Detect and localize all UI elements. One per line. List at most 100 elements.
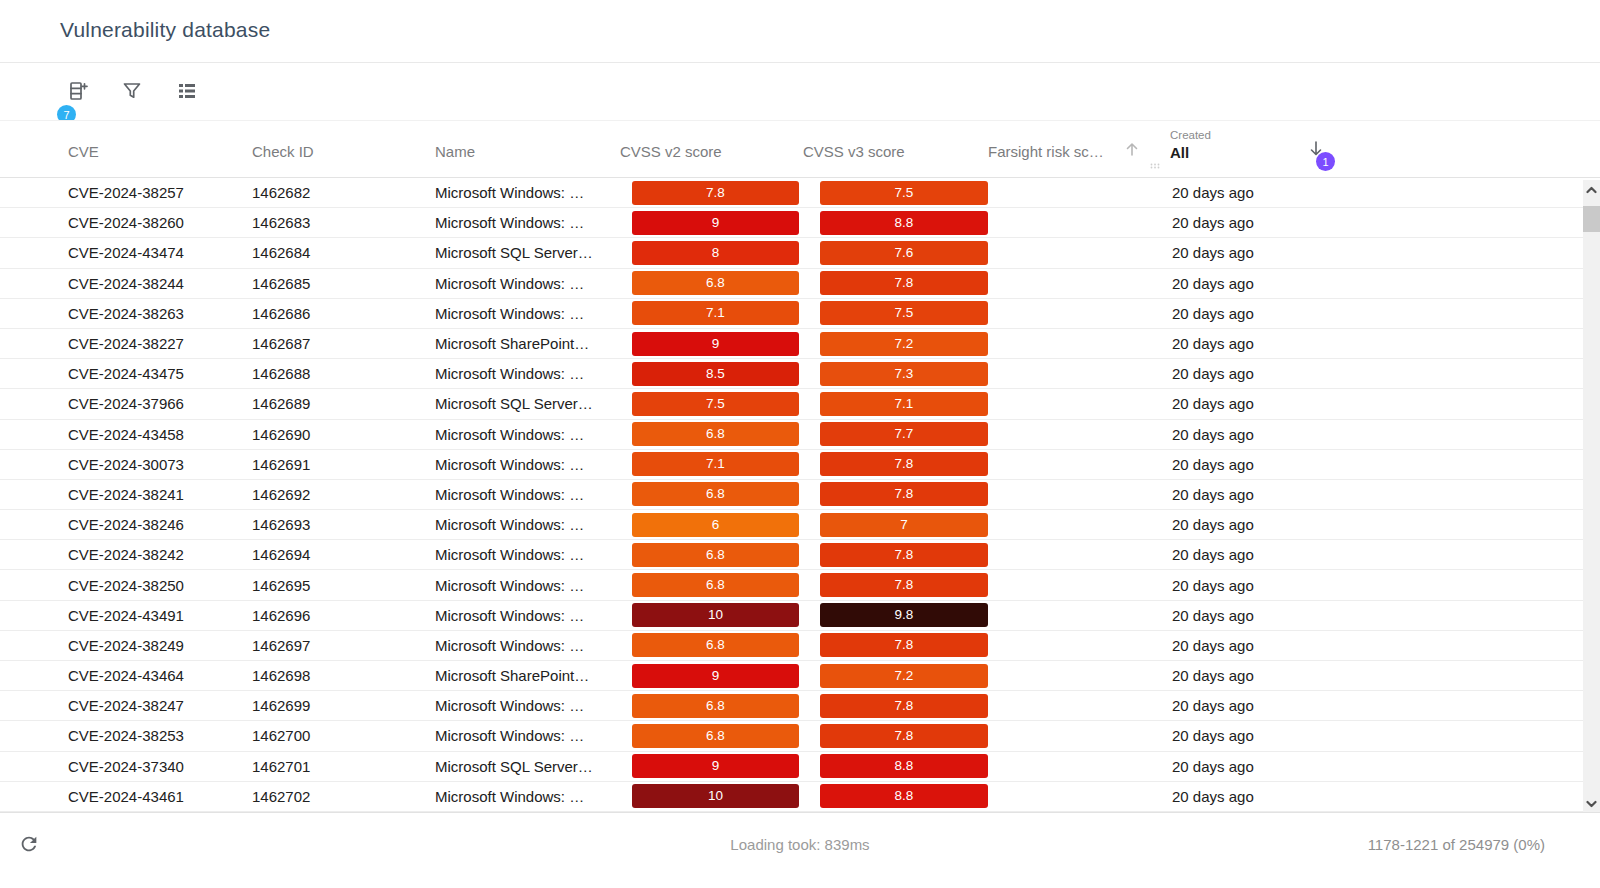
scrollbar-thumb[interactable] <box>1583 206 1600 232</box>
name-cell: Microsoft Windows: … <box>435 607 632 624</box>
cve-cell: CVE-2024-38242 <box>68 546 252 563</box>
cve-cell: CVE-2024-43474 <box>68 244 252 261</box>
name-cell: Microsoft Windows: … <box>435 727 632 744</box>
table-row[interactable]: CVE-2024-43491 1462696 Microsoft Windows… <box>0 601 1583 631</box>
table-row[interactable]: CVE-2024-43464 1462698 Microsoft SharePo… <box>0 661 1583 691</box>
table-row[interactable]: CVE-2024-38241 1462692 Microsoft Windows… <box>0 480 1583 510</box>
name-cell: Microsoft Windows: … <box>435 456 632 473</box>
name-cell: Microsoft SharePoint… <box>435 667 632 684</box>
cvss-v2-badge: 6.8 <box>632 271 799 295</box>
table-row[interactable]: CVE-2024-38247 1462699 Microsoft Windows… <box>0 691 1583 721</box>
check-id-cell: 1462694 <box>252 546 435 563</box>
name-cell: Microsoft Windows: … <box>435 486 632 503</box>
table-row[interactable]: CVE-2024-43461 1462702 Microsoft Windows… <box>0 782 1583 812</box>
check-id-cell: 1462690 <box>252 426 435 443</box>
cvss-v2-badge: 9 <box>632 211 799 235</box>
check-id-cell: 1462688 <box>252 365 435 382</box>
column-resize-handle[interactable] <box>1150 155 1160 172</box>
created-cell: 20 days ago <box>1172 667 1583 684</box>
table-row[interactable]: CVE-2024-38260 1462683 Microsoft Windows… <box>0 208 1583 238</box>
column-header-created-filter[interactable]: Created All <box>1170 129 1211 161</box>
column-header-check-id[interactable]: Check ID <box>252 143 314 160</box>
table-row[interactable]: CVE-2024-38244 1462685 Microsoft Windows… <box>0 269 1583 299</box>
column-header-farsight[interactable]: Farsight risk sc… <box>988 143 1104 160</box>
table-row[interactable]: CVE-2024-38246 1462693 Microsoft Windows… <box>0 510 1583 540</box>
filter-button[interactable] <box>120 79 148 107</box>
name-cell: Microsoft Windows: … <box>435 546 632 563</box>
cvss-v3-badge: 8.8 <box>820 754 988 778</box>
cvss-v3-badge: 7.7 <box>820 422 988 446</box>
cvss-v3-badge: 8.8 <box>820 211 988 235</box>
created-cell: 20 days ago <box>1172 577 1583 594</box>
cve-cell: CVE-2024-38263 <box>68 305 252 322</box>
scroll-up-icon[interactable] <box>1583 182 1600 198</box>
view-columns-button[interactable] <box>175 79 203 107</box>
sort-ascending-icon[interactable] <box>1122 139 1142 159</box>
cve-cell: CVE-2024-37966 <box>68 395 252 412</box>
vertical-scrollbar[interactable] <box>1583 180 1600 812</box>
table-row[interactable]: CVE-2024-43475 1462688 Microsoft Windows… <box>0 359 1583 389</box>
scroll-down-icon[interactable] <box>1583 796 1600 812</box>
table-row[interactable]: CVE-2024-37340 1462701 Microsoft SQL Ser… <box>0 752 1583 782</box>
created-filter-value: All <box>1170 144 1211 161</box>
table-row[interactable]: CVE-2024-30073 1462691 Microsoft Windows… <box>0 450 1583 480</box>
cve-cell: CVE-2024-38250 <box>68 577 252 594</box>
cvss-v3-badge: 7.3 <box>820 362 988 386</box>
created-cell: 20 days ago <box>1172 395 1583 412</box>
top-bar: Vulnerability database 4 1 <box>0 0 1600 63</box>
cvss-v2-badge: 6.8 <box>632 724 799 748</box>
column-header-cvss-v2[interactable]: CVSS v2 score <box>620 143 722 160</box>
cve-cell: CVE-2024-38260 <box>68 214 252 231</box>
cvss-v2-badge: 6.8 <box>632 543 799 567</box>
table-row[interactable]: CVE-2024-38227 1462687 Microsoft SharePo… <box>0 329 1583 359</box>
created-cell: 20 days ago <box>1172 305 1583 322</box>
cvss-v3-badge: 7.6 <box>820 241 988 265</box>
table-row[interactable]: CVE-2024-38250 1462695 Microsoft Windows… <box>0 570 1583 600</box>
cve-cell: CVE-2024-38246 <box>68 516 252 533</box>
cve-cell: CVE-2024-38247 <box>68 697 252 714</box>
cvss-v3-badge: 7.8 <box>820 694 988 718</box>
table-row[interactable]: CVE-2024-37966 1462689 Microsoft SQL Ser… <box>0 389 1583 419</box>
name-cell: Microsoft Windows: … <box>435 637 632 654</box>
cvss-v2-badge: 7.5 <box>632 392 799 416</box>
column-header-cvss-v3[interactable]: CVSS v3 score <box>803 143 905 160</box>
name-cell: Microsoft Windows: … <box>435 697 632 714</box>
column-header-cve[interactable]: CVE <box>68 143 99 160</box>
cvss-v3-badge: 7.8 <box>820 452 988 476</box>
created-filter-label: Created <box>1170 129 1211 141</box>
cvss-v2-badge: 6.8 <box>632 694 799 718</box>
table-row[interactable]: CVE-2024-43474 1462684 Microsoft SQL Ser… <box>0 238 1583 268</box>
column-header-name[interactable]: Name <box>435 143 475 160</box>
check-id-cell: 1462697 <box>252 637 435 654</box>
list-icon <box>175 89 199 106</box>
add-check-button[interactable]: 7 <box>66 79 94 107</box>
table-row[interactable]: CVE-2024-38249 1462697 Microsoft Windows… <box>0 631 1583 661</box>
table-row[interactable]: CVE-2024-38253 1462700 Microsoft Windows… <box>0 721 1583 751</box>
cvss-v3-badge: 7.2 <box>820 664 988 688</box>
cvss-v3-badge: 7.8 <box>820 724 988 748</box>
check-id-cell: 1462699 <box>252 697 435 714</box>
toolbar: 7 <box>0 63 1600 120</box>
cvss-v2-badge: 6 <box>632 513 799 537</box>
cvss-v3-badge: 8.8 <box>820 784 988 808</box>
cvss-v3-badge: 7.5 <box>820 301 988 325</box>
created-cell: 20 days ago <box>1172 335 1583 352</box>
cve-cell: CVE-2024-43475 <box>68 365 252 382</box>
cvss-v3-badge: 7.8 <box>820 271 988 295</box>
table-row[interactable]: CVE-2024-38257 1462682 Microsoft Windows… <box>0 178 1583 208</box>
table-row[interactable]: CVE-2024-38263 1462686 Microsoft Windows… <box>0 299 1583 329</box>
cvss-v3-badge: 7.2 <box>820 332 988 356</box>
check-id-cell: 1462682 <box>252 184 435 201</box>
cvss-v3-badge: 7.8 <box>820 633 988 657</box>
loading-time-text: Loading took: 839ms <box>0 836 1600 853</box>
cve-cell: CVE-2024-43491 <box>68 607 252 624</box>
created-cell: 20 days ago <box>1172 365 1583 382</box>
name-cell: Microsoft Windows: … <box>435 577 632 594</box>
table-row[interactable]: CVE-2024-43458 1462690 Microsoft Windows… <box>0 420 1583 450</box>
created-cell: 20 days ago <box>1172 697 1583 714</box>
table-row[interactable]: CVE-2024-38242 1462694 Microsoft Windows… <box>0 540 1583 570</box>
name-cell: Microsoft Windows: … <box>435 426 632 443</box>
cvss-v3-badge: 7.5 <box>820 181 988 205</box>
cvss-v2-badge: 9 <box>632 664 799 688</box>
check-id-cell: 1462692 <box>252 486 435 503</box>
